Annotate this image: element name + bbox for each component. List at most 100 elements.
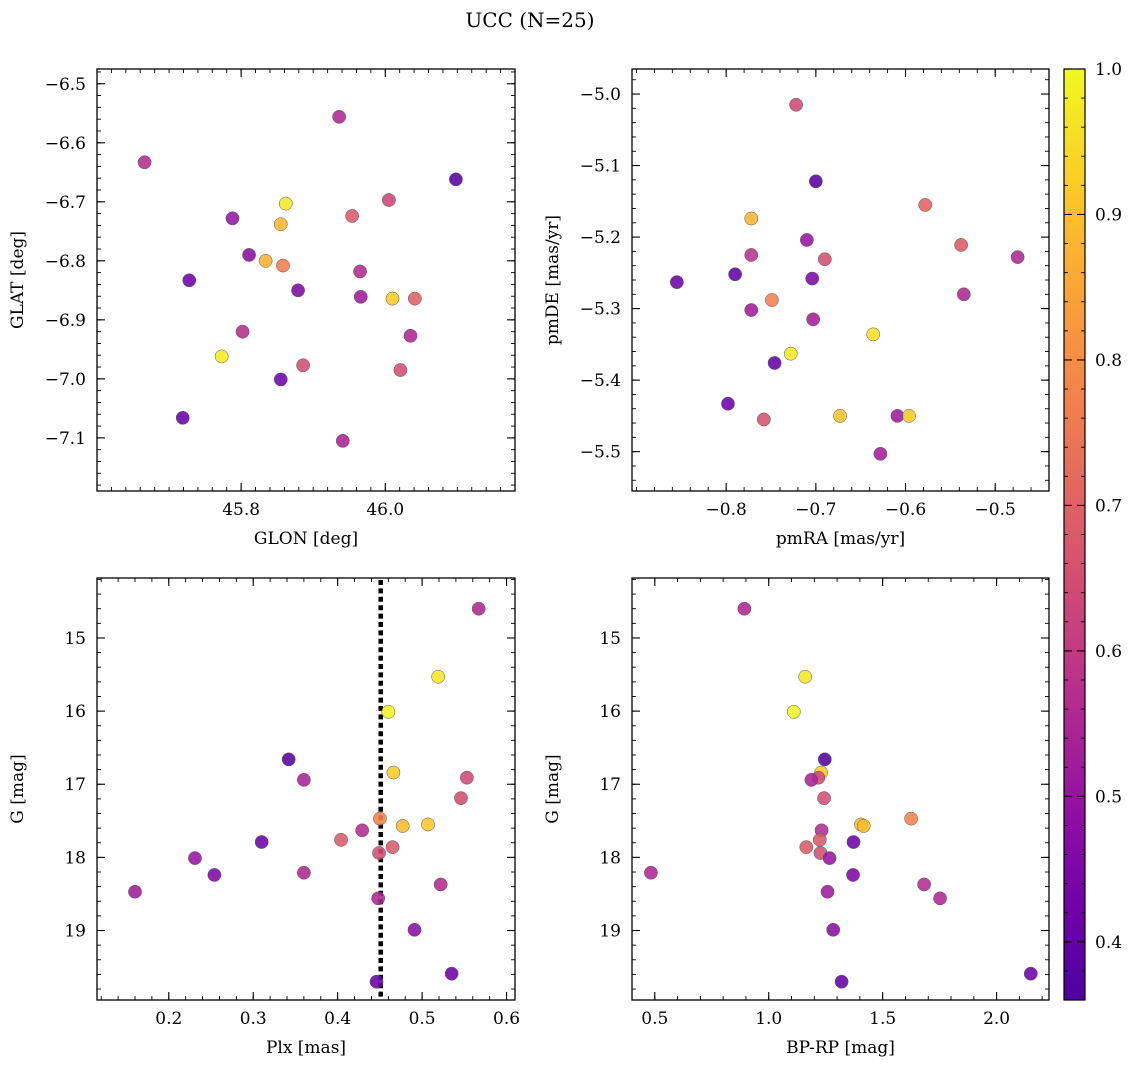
y-tick-label: −5.2 (580, 228, 621, 248)
scatter-point (669, 275, 684, 289)
y-tick-label: −5.0 (580, 85, 621, 105)
colorbar-tick-label: 0.9 (1095, 205, 1122, 225)
panel-bprp-g: 0.5 1.0 1.5 2.0 15 16 17 18 19 BP-RP [mag] G [mag] (543, 577, 1050, 1058)
scatter-point (460, 770, 474, 785)
scatter-point (421, 817, 435, 832)
scatter-point (744, 303, 759, 317)
y-tick-label: 17 (599, 775, 621, 795)
x-tick-label: 1.5 (869, 1009, 896, 1029)
scatter-point (372, 846, 386, 860)
colorbar-tick-label: 0.8 (1095, 351, 1122, 371)
scatter-point (355, 823, 370, 838)
y-tick-label: −7.1 (45, 429, 86, 449)
x-tick-label: 0.4 (324, 1009, 351, 1029)
colorbar-tick-label: 0.4 (1095, 933, 1122, 953)
scatter-point (449, 172, 463, 187)
scatter-point (767, 356, 782, 370)
scatter-point (382, 193, 396, 207)
scatter-point (817, 752, 832, 767)
y-tick-label: −5.4 (580, 371, 621, 391)
scatter-point (737, 601, 752, 616)
x-tick-label: 45.8 (222, 500, 260, 520)
scatter-point (444, 966, 459, 981)
y-tick-label: −6.7 (45, 193, 86, 213)
scatter-point (822, 851, 837, 865)
x-tick-label: −0.7 (795, 500, 836, 520)
scatter-point (385, 291, 400, 306)
scatter-point (798, 669, 813, 684)
scatter-point (471, 601, 486, 616)
scatter-point (954, 238, 968, 252)
scatter-point (783, 346, 798, 361)
scatter-point (242, 248, 256, 262)
scatter-point (956, 287, 971, 302)
scatter-point (804, 773, 819, 787)
y-axis-label: pmDE [mas/yr] (543, 215, 563, 345)
scatter-point (744, 248, 759, 262)
scatter-point (800, 233, 814, 247)
y-tick-label: 15 (599, 629, 621, 649)
scatter-point (904, 811, 918, 826)
x-axis-label: BP-RP [mag] (786, 1038, 895, 1058)
scatter-point (273, 217, 288, 232)
y-tick-label: 16 (599, 702, 621, 722)
y-tick-label: 19 (599, 922, 621, 942)
colorbar-tick-label: 0.7 (1095, 496, 1122, 516)
scatter-point (175, 410, 190, 425)
scatter-point (297, 865, 311, 880)
scatter-point (873, 446, 888, 461)
x-tick-label: −0.5 (975, 500, 1016, 520)
y-tick-label: 18 (64, 848, 86, 868)
scatter-point (258, 253, 273, 268)
plot-frame (631, 68, 1050, 492)
y-tick-label: −5.1 (580, 157, 621, 177)
scatter-point (395, 819, 410, 833)
colorbar: 0.4 0.5 0.6 0.7 0.8 0.9 1.0 (1063, 60, 1122, 1001)
scatter-point (207, 868, 222, 882)
data-points (137, 109, 463, 448)
panel-pmra-pmde: −0.8 −0.7 −0.6 −0.5 −5.0 −5.1 −5.2 −5.3 −5.4 −5.5… (543, 68, 1050, 549)
scatter-point (278, 196, 293, 211)
data-points (644, 601, 1038, 989)
x-tick-label: 1.0 (755, 1009, 782, 1029)
scatter-point (728, 267, 742, 282)
scatter-point (254, 835, 269, 849)
scatter-point (431, 669, 446, 684)
scatter-point (297, 773, 311, 787)
scatter-point (806, 312, 820, 327)
y-tick-label: −5.5 (580, 443, 621, 463)
scatter-point (799, 840, 814, 854)
scatter-point (407, 922, 422, 937)
x-tick-label: −0.8 (706, 500, 747, 520)
scatter-point (765, 293, 779, 307)
scatter-point (291, 283, 305, 298)
scatter-point (182, 273, 197, 288)
plot-frame (631, 577, 1050, 1001)
scatter-point (820, 884, 835, 899)
scatter-point (1023, 966, 1038, 981)
panel-glon-glat: 45.8 46.0 −6.5 −6.6 −6.7 −6.8 −6.9 −7.0 −7.1 GLON… (8, 68, 516, 549)
x-axis-label: pmRA [mas/yr] (776, 529, 905, 549)
scatter-point (373, 811, 387, 826)
scatter-point (833, 409, 847, 423)
y-tick-label: −6.8 (45, 252, 86, 272)
scatter-point (856, 819, 871, 833)
x-tick-label: 0.3 (240, 1009, 267, 1029)
y-tick-label: 15 (64, 629, 86, 649)
axis-ticks (632, 69, 1050, 491)
scatter-point (188, 851, 202, 865)
colorbar-tick-label: 0.6 (1095, 642, 1122, 662)
scatter-point (846, 868, 860, 882)
colorbar-tick-label: 0.5 (1095, 787, 1122, 807)
scatter-point (812, 832, 827, 847)
scatter-point (381, 704, 396, 719)
scatter-point (644, 865, 658, 880)
scatter-point (826, 922, 841, 937)
scatter-point (846, 835, 861, 849)
x-tick-label: 46.0 (366, 500, 404, 520)
y-tick-label: −7.0 (45, 370, 86, 390)
y-tick-label: −6.5 (45, 75, 86, 95)
scatter-point (817, 252, 832, 267)
scatter-point (918, 198, 933, 212)
scatter-point (789, 97, 803, 112)
